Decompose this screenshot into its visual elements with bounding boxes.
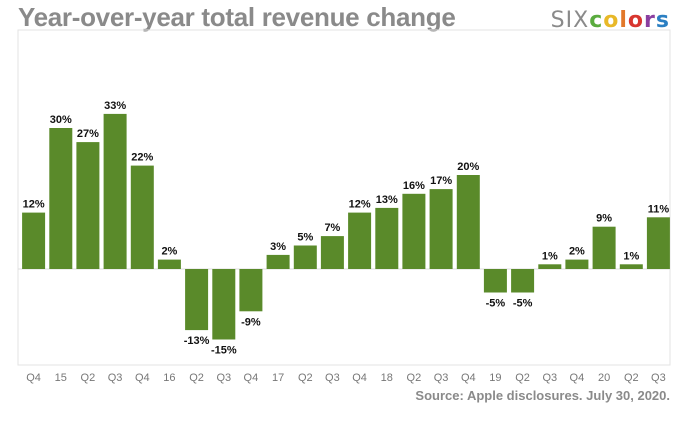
- data-label: 5%: [297, 232, 313, 244]
- x-tick-label: Q2: [189, 372, 204, 384]
- bar: [456, 175, 480, 269]
- logo-letter: l: [619, 8, 628, 33]
- data-label: 2%: [569, 246, 585, 258]
- bar: [320, 236, 344, 269]
- logo-letter: c: [589, 8, 604, 33]
- data-label: 16%: [403, 180, 425, 192]
- bar: [22, 212, 46, 269]
- x-tick-label: Q3: [542, 372, 557, 384]
- plot-frame: [17, 29, 671, 366]
- data-label: 22%: [131, 152, 153, 164]
- x-tick-label: Q2: [624, 372, 639, 384]
- data-label: 3%: [270, 241, 286, 253]
- logo-letter: s: [655, 8, 670, 33]
- logo-colors: colors: [589, 8, 670, 33]
- bar: [348, 212, 372, 269]
- data-label: 27%: [77, 128, 99, 140]
- logo-letter: o: [627, 8, 645, 33]
- data-label: 20%: [457, 161, 479, 173]
- bar: [619, 264, 643, 269]
- bars-group: [22, 113, 670, 340]
- bar: [293, 245, 317, 269]
- x-tick-label: 18: [381, 372, 393, 384]
- x-tick-label: Q4: [135, 372, 150, 384]
- x-tick-label: 15: [55, 372, 67, 384]
- x-tick-label: Q4: [244, 372, 259, 384]
- bar: [375, 207, 399, 269]
- data-label: -15%: [211, 345, 237, 357]
- data-label: -5%: [513, 298, 533, 310]
- logo-letter: o: [603, 8, 620, 33]
- bar: [157, 259, 181, 269]
- bar: [49, 128, 73, 269]
- bar: [185, 269, 209, 331]
- bar: [538, 264, 562, 269]
- logo-six: SIX: [550, 8, 590, 33]
- x-tick-label: Q4: [26, 372, 41, 384]
- data-label: 12%: [349, 199, 371, 211]
- bar: [429, 189, 453, 269]
- data-label: 2%: [161, 246, 177, 258]
- bar: [511, 269, 535, 293]
- logo-letter: r: [644, 8, 656, 33]
- x-tick-label: Q2: [407, 372, 422, 384]
- chart-title: Year-over-year total revenue change: [18, 2, 456, 32]
- data-label: 33%: [104, 100, 126, 112]
- x-tick-label: Q2: [81, 372, 96, 384]
- sixcolors-logo: SIXcolors: [551, 8, 670, 33]
- bar: [103, 113, 127, 270]
- x-tick-label: Q3: [325, 372, 340, 384]
- bar: [483, 269, 507, 293]
- data-label: 17%: [430, 175, 452, 187]
- data-label: 13%: [376, 194, 398, 206]
- x-tick-label: Q3: [108, 372, 123, 384]
- bar: [592, 226, 616, 269]
- x-tick-label: Q3: [216, 372, 231, 384]
- data-label: -5%: [486, 298, 506, 310]
- source-note: Source: Apple disclosures. July 30, 2020…: [415, 388, 670, 403]
- x-tick-label: Q3: [651, 372, 666, 384]
- data-labels-group: 12% 30% 27% 33% 22% 2% -13%-15% -9% 3% 5% 7% 12% 13%…: [23, 100, 670, 357]
- x-tick-label: Q4: [461, 372, 476, 384]
- bar: [565, 259, 589, 269]
- x-tick-label: 17: [272, 372, 284, 384]
- data-label: 1%: [542, 250, 558, 262]
- bar: [212, 269, 236, 340]
- x-tick-label: Q3: [434, 372, 449, 384]
- tick-labels-group: Q4 15 Q2 Q3 Q4 16 Q2 Q3 Q4 17 Q2 Q3 Q4 18 Q2 Q3 Q4 19 Q2 Q3…: [26, 372, 665, 384]
- x-tick-label: Q4: [570, 372, 585, 384]
- bar: [130, 165, 154, 269]
- x-tick-label: 16: [163, 372, 175, 384]
- data-label: 30%: [50, 114, 72, 126]
- bar: [646, 217, 670, 269]
- x-tick-label: Q2: [515, 372, 530, 384]
- bar: [239, 269, 263, 312]
- x-tick-label: 19: [489, 372, 501, 384]
- bar: [266, 254, 290, 269]
- bar: [402, 193, 426, 269]
- data-label: 12%: [23, 199, 45, 211]
- data-label: -13%: [184, 335, 210, 347]
- data-label: 11%: [648, 203, 670, 215]
- x-tick-label: 20: [598, 372, 610, 384]
- data-label: -9%: [241, 316, 261, 328]
- data-label: 9%: [596, 213, 612, 225]
- bar: [76, 142, 100, 269]
- data-label: 1%: [623, 250, 639, 262]
- data-label: 7%: [324, 222, 340, 234]
- x-tick-label: Q2: [298, 372, 313, 384]
- x-tick-label: Q4: [352, 372, 367, 384]
